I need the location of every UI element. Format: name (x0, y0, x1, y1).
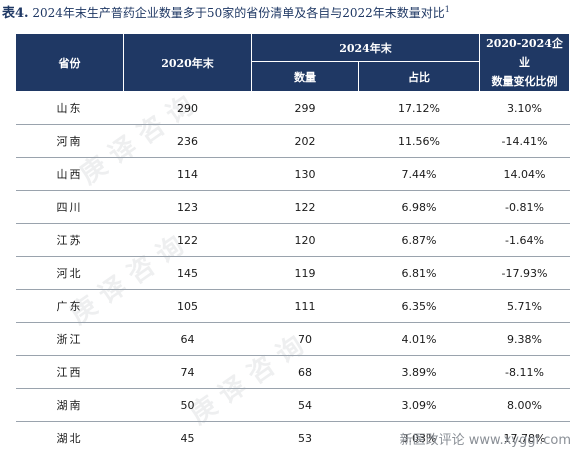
header-change-line1: 2020-2024企业 (486, 37, 563, 69)
table-row: 山西 114 130 7.44% 14.04% (15, 157, 570, 191)
cell-2020: 290 (123, 91, 252, 125)
cell-province: 广东 (15, 289, 124, 323)
cell-2020: 122 (123, 223, 252, 257)
cell-change: 14.04% (479, 157, 570, 191)
cell-change: 17.78% (479, 421, 570, 451)
caption-number: 表4. (2, 6, 29, 21)
cell-2020: 145 (123, 256, 252, 290)
cell-share: 11.56% (358, 124, 480, 158)
table-row: 浙江 64 70 4.01% 9.38% (15, 322, 570, 356)
caption-text: 2024年末生产普药企业数量多于50家的省份清单及各自与2022年末数量对比 (28, 6, 445, 20)
header-share: 占比 (358, 61, 480, 92)
header-2024: 2024年末 (251, 32, 480, 63)
cell-province: 四川 (15, 190, 124, 224)
cell-change: -8.11% (479, 355, 570, 389)
cell-change: -0.81% (479, 190, 570, 224)
cell-count: 119 (251, 256, 359, 290)
header-province: 省份 (15, 33, 124, 92)
cell-2020: 50 (123, 388, 252, 422)
cell-province: 河北 (15, 256, 124, 290)
cell-count: 68 (251, 355, 359, 389)
cell-count: 53 (251, 421, 359, 451)
cell-province: 江苏 (15, 223, 124, 257)
table-row: 山东 290 299 17.12% 3.10% (15, 91, 570, 125)
cell-share: 3.09% (358, 388, 480, 422)
cell-count: 70 (251, 322, 359, 356)
header-2020: 2020年末 (123, 33, 252, 92)
cell-share: 6.87% (358, 223, 480, 257)
cell-2020: 123 (123, 190, 252, 224)
cell-change: 5.71% (479, 289, 570, 323)
table-row: 河北 145 119 6.81% -17.93% (15, 256, 570, 290)
province-enterprise-table: 省份 2020年末 2024年末 2020-2024企业 数量变化比例 数量 占… (15, 32, 570, 451)
cell-share: 6.35% (358, 289, 480, 323)
table-row: 四川 123 122 6.98% -0.81% (15, 190, 570, 224)
cell-change: -14.41% (479, 124, 570, 158)
cell-count: 202 (251, 124, 359, 158)
table-row: 湖北 45 53 3.03% 17.78% (15, 421, 570, 451)
footer-watermark: 新医改评论 www.xyggl.com (399, 433, 571, 448)
cell-2020: 45 (123, 421, 252, 451)
cell-province: 山西 (15, 157, 124, 191)
cell-province: 湖北 (15, 421, 124, 451)
cell-change: 8.00% (479, 388, 570, 422)
header-count: 数量 (251, 61, 359, 92)
cell-count: 54 (251, 388, 359, 422)
cell-2020: 236 (123, 124, 252, 158)
cell-2020: 64 (123, 322, 252, 356)
cell-count: 122 (251, 190, 359, 224)
cell-province: 河南 (15, 124, 124, 158)
cell-province: 浙江 (15, 322, 124, 356)
cell-share: 7.44% (358, 157, 480, 191)
cell-province: 湖南 (15, 388, 124, 422)
cell-province: 山东 (15, 91, 124, 125)
cell-change: 9.38% (479, 322, 570, 356)
cell-share: 17.12% (358, 91, 480, 125)
cell-2020: 105 (123, 289, 252, 323)
table-row: 河南 236 202 11.56% -14.41% (15, 124, 570, 158)
cell-count: 120 (251, 223, 359, 257)
cell-share: 3.03% (358, 421, 480, 451)
cell-count: 111 (251, 289, 359, 323)
header-change-line2: 数量变化比例 (491, 75, 558, 88)
header-change: 2020-2024企业 数量变化比例 (479, 33, 570, 92)
cell-change: -17.93% (479, 256, 570, 290)
cell-share: 6.98% (358, 190, 480, 224)
table-body: 山东 290 299 17.12% 3.10% 河南 236 202 11.56% -14.41%… (15, 91, 570, 451)
cell-share: 6.81% (358, 256, 480, 290)
cell-share: 3.89% (358, 355, 480, 389)
table-row: 江苏 122 120 6.87% -1.64% (15, 223, 570, 257)
cell-2020: 74 (123, 355, 252, 389)
cell-province: 江西 (15, 355, 124, 389)
table-row: 江西 74 68 3.89% -8.11% (15, 355, 570, 389)
cell-count: 130 (251, 157, 359, 191)
cell-count: 299 (251, 91, 359, 125)
table-caption: 表4. 2024年末生产普药企业数量多于50家的省份清单及各自与2022年末数量… (2, 2, 450, 24)
table-row: 湖南 50 54 3.09% 8.00% (15, 388, 570, 422)
cell-2020: 114 (123, 157, 252, 191)
cell-change: -1.64% (479, 223, 570, 257)
cell-share: 4.01% (358, 322, 480, 356)
caption-footnote-mark: 1 (444, 5, 450, 14)
table-row: 广东 105 111 6.35% 5.71% (15, 289, 570, 323)
cell-change: 3.10% (479, 91, 570, 125)
